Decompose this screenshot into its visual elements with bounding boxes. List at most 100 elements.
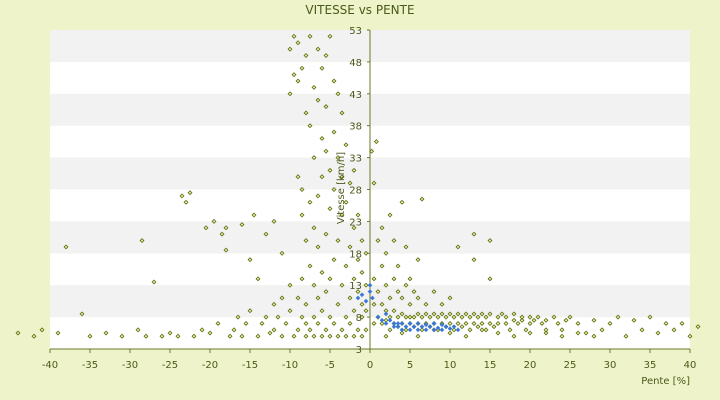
data-point [279,333,285,339]
data-point [319,174,325,180]
data-point [455,321,461,326]
data-point [303,333,309,339]
data-point [295,40,301,46]
data-point [347,244,353,250]
data-point [459,314,465,320]
data-point [323,104,329,110]
x-tick-label: 15 [484,360,497,371]
data-point [355,289,361,295]
data-point [387,295,393,301]
data-point [311,84,317,90]
data-point [231,327,237,333]
data-point [323,231,329,237]
data-point [271,301,277,307]
data-point [335,238,341,244]
data-point [515,321,521,326]
data-point [575,330,581,336]
y-axis-label: Vitesse [km/h] [336,152,347,224]
data-point [223,225,229,231]
data-point [143,333,149,339]
data-point [319,269,325,275]
data-point [359,314,365,320]
data-point [399,330,405,336]
data-point [31,333,37,339]
data-point [351,333,357,339]
y-tick-label: 23 [349,217,362,228]
data-point [455,244,461,250]
data-point [531,317,537,323]
data-point [335,155,341,161]
data-point [687,333,693,339]
data-point [39,327,45,333]
chart-title: VITESSE vs PENTE [305,3,414,17]
data-point [503,314,509,320]
data-point [151,279,157,285]
data-point [159,333,165,339]
data-point [307,199,313,205]
data-point [255,333,261,339]
data-point-highlight [439,327,445,333]
data-point [339,110,345,116]
data-point [303,110,309,116]
data-point-highlight [379,317,385,323]
data-point-highlight [399,327,405,333]
x-tick-label: 20 [524,360,537,371]
data-point [183,199,189,205]
data-point [403,327,409,333]
data-point [339,327,345,333]
data-point [519,317,525,323]
data-point [359,269,365,275]
data-point [615,314,621,320]
data-point [419,196,425,202]
data-point [295,295,301,301]
data-point [315,244,321,250]
data-point [287,46,293,52]
data-point [319,333,325,339]
data-point [655,330,661,336]
data-point-highlight [391,321,397,326]
data-point [479,327,485,333]
data-point [487,311,493,317]
data-point [259,321,265,326]
data-point [483,314,489,320]
data-point [369,148,375,154]
data-point [299,276,305,282]
x-axis-label: Pente [%] [641,376,690,387]
data-point [295,78,301,84]
x-tick-label: 35 [644,360,657,371]
data-point [439,301,445,307]
y-tick-label: 33 [349,154,362,165]
data-point [387,327,393,333]
data-point [351,167,357,173]
data-point [255,276,261,282]
data-point [359,238,365,244]
data-point [235,314,241,320]
data-point [483,327,489,333]
data-point [399,199,405,205]
data-point [275,314,281,320]
data-point-highlight [423,322,429,328]
x-tick-label: 40 [684,360,697,371]
data-point [383,250,389,256]
data-point [331,187,337,192]
x-tick-label: 5 [407,360,413,371]
data-point [307,123,313,129]
data-point [423,301,429,307]
data-point-highlight [359,292,365,298]
data-point [511,333,517,339]
data-point [299,314,305,320]
data-point [327,206,333,212]
data-point [311,314,317,320]
data-point [447,321,453,326]
data-point [239,222,245,228]
data-point [363,327,369,333]
data-point [695,324,701,330]
data-point-highlight [447,326,453,331]
data-point [263,231,269,237]
data-point [475,314,481,320]
data-point [463,321,469,326]
data-point [327,167,333,173]
data-point [287,282,293,288]
data-point [291,72,297,78]
